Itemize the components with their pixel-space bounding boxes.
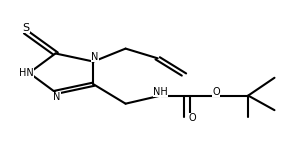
Text: N: N <box>53 92 61 102</box>
Text: O: O <box>189 113 197 123</box>
Text: HN: HN <box>19 68 34 78</box>
Text: S: S <box>23 23 30 33</box>
Text: NH: NH <box>153 87 168 97</box>
Text: O: O <box>212 87 220 97</box>
Text: N: N <box>91 52 99 62</box>
